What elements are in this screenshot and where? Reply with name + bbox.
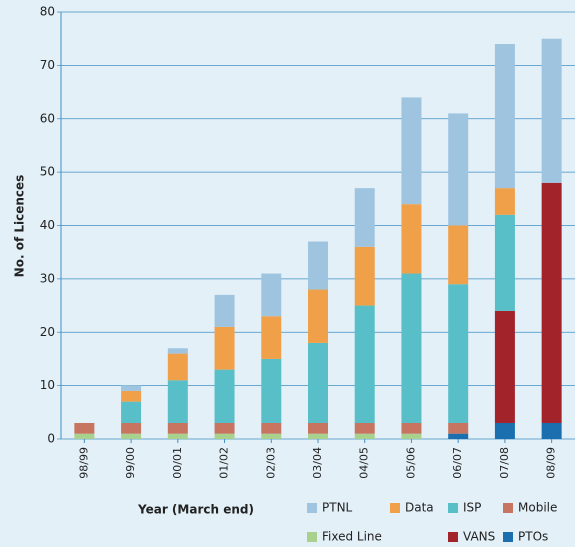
x-tick-label: 06/07: [451, 447, 464, 479]
x-tick-label: 00/01: [171, 447, 184, 479]
bar-segment: [121, 390, 142, 402]
x-tick-label: 03/04: [311, 447, 324, 479]
bar-segment: [74, 422, 95, 434]
y-tick-label: 0: [47, 432, 55, 446]
bar-segment: [494, 422, 515, 439]
bar-segment: [401, 422, 422, 434]
legend-swatch: [503, 532, 513, 542]
x-tick-label: 07/08: [498, 447, 511, 479]
bar-segment: [494, 188, 515, 215]
y-tick-label: 40: [40, 218, 55, 232]
bar-segment: [541, 422, 562, 439]
bar-segment: [167, 348, 188, 354]
x-tick-label: 08/09: [545, 447, 558, 479]
y-tick-label: 30: [40, 271, 55, 285]
x-tick-label: 04/05: [358, 447, 371, 479]
y-tick-label: 20: [40, 325, 55, 339]
y-tick-label: 80: [40, 5, 55, 19]
bar-segment: [354, 246, 375, 306]
legend-label: PTOs: [518, 530, 548, 544]
bar-segment: [121, 401, 142, 423]
bar-segment: [167, 380, 188, 423]
y-tick-label: 10: [40, 378, 55, 392]
bar-segment: [354, 433, 375, 439]
bar-segment: [308, 433, 328, 439]
bar-segment: [308, 289, 328, 343]
legend-swatch: [390, 503, 400, 513]
bar-segment: [167, 353, 188, 381]
y-tick-label: 60: [40, 111, 55, 125]
legend-swatch: [448, 532, 458, 542]
bar-segment: [354, 305, 375, 423]
bar-segment: [214, 422, 235, 434]
bar-segment: [214, 433, 235, 439]
bar-segment: [261, 358, 282, 423]
bar-segment: [494, 214, 515, 311]
bar-segment: [541, 182, 562, 423]
bar-segment: [401, 204, 422, 274]
bar-segment: [448, 113, 469, 226]
x-tick-label: 99/00: [124, 447, 137, 479]
y-axis-label: No. of Licences: [13, 175, 27, 278]
bar-segment: [494, 44, 515, 189]
legend-swatch: [448, 503, 458, 513]
bar-segment: [448, 225, 469, 285]
bar-segment: [261, 422, 282, 434]
legend-label: Fixed Line: [322, 530, 382, 544]
legend-label: Mobile: [518, 501, 557, 515]
bar-segment: [214, 369, 235, 423]
legend-label: ISP: [463, 501, 481, 515]
bar-segment: [308, 342, 328, 423]
bar-segment: [121, 433, 142, 439]
bar-segment: [167, 433, 188, 439]
bar-segment: [401, 97, 422, 205]
bar-segment: [261, 433, 282, 439]
bar-segment: [214, 326, 235, 370]
bar-segment: [448, 422, 469, 434]
y-tick-label: 70: [40, 58, 55, 72]
bar-segment: [308, 422, 328, 434]
legend-label: PTNL: [322, 501, 353, 515]
x-tick-label: 98/99: [77, 447, 90, 479]
bar-segment: [121, 422, 142, 434]
bar-segment: [401, 273, 422, 423]
bar-segment: [121, 385, 142, 391]
bar-segment: [261, 316, 282, 359]
y-tick-label: 50: [40, 165, 55, 179]
bar-segment: [74, 433, 95, 439]
bar-segment: [354, 422, 375, 434]
legend-swatch: [307, 503, 317, 513]
legend-label: VANS: [463, 530, 495, 544]
bar-segment: [214, 294, 235, 327]
bar-segment: [401, 433, 422, 439]
legend-swatch: [503, 503, 513, 513]
legend-label: Data: [405, 501, 434, 515]
bar-segment: [541, 38, 562, 183]
bar-segment: [448, 284, 469, 423]
legend-swatch: [307, 532, 317, 542]
bar-segment: [261, 273, 282, 317]
x-tick-label: 02/03: [264, 447, 277, 479]
bar-segment: [167, 422, 188, 434]
bar-segment: [308, 241, 328, 290]
x-tick-label: 01/02: [218, 447, 231, 479]
bar-segment: [494, 310, 515, 423]
x-axis-label: Year (March end): [137, 503, 254, 517]
bar-segment: [354, 188, 375, 247]
bar-segment: [448, 433, 469, 439]
x-tick-label: 05/06: [404, 447, 417, 479]
